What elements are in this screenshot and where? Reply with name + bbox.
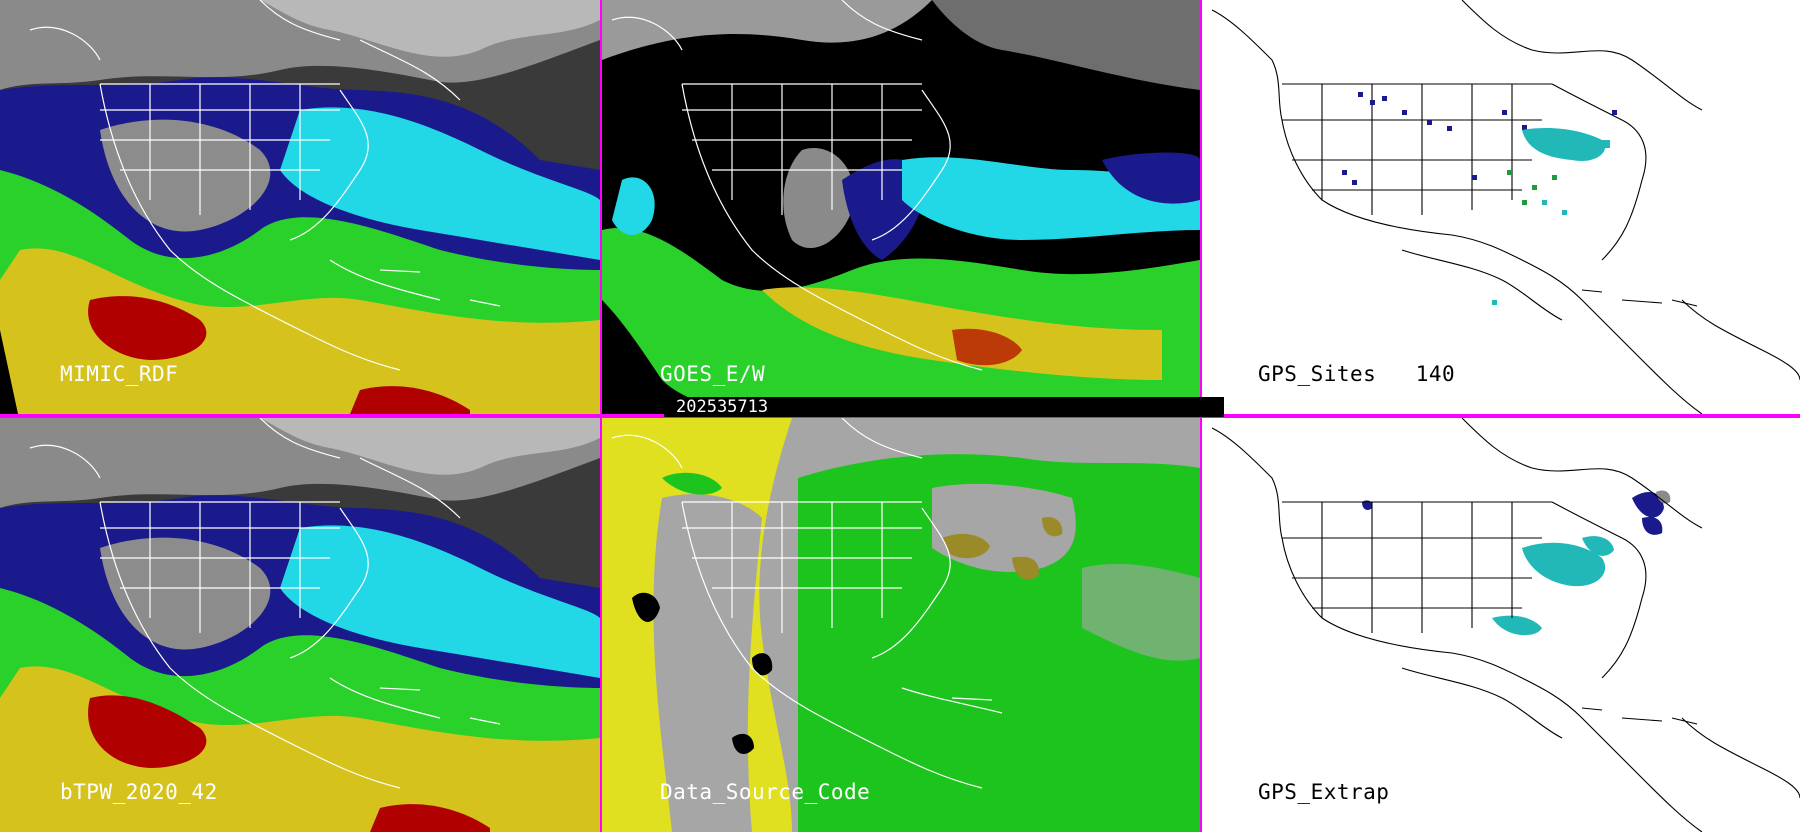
gps-sites-panel — [1202, 0, 1800, 414]
goes-ew-label: GOES_E/W — [660, 362, 766, 386]
mimic-rdf-panel — [0, 0, 600, 414]
goes-ew-map — [602, 0, 1200, 414]
btpw-label: bTPW_2020_42 — [60, 780, 218, 804]
btpw-map — [0, 418, 600, 832]
data-source-panel — [602, 418, 1200, 832]
gps-extrap-panel — [1202, 418, 1800, 832]
data-source-label: Data_Source_Code — [660, 780, 871, 804]
gps-sites-count: 140 — [1415, 362, 1456, 386]
timestamp-bar: 202535713 — [664, 397, 1224, 417]
btpw-panel — [0, 418, 600, 832]
mimic-rdf-map — [0, 0, 600, 414]
vertical-separator-left — [600, 0, 602, 832]
gps-sites-map — [1202, 0, 1800, 414]
gps-sites-title: GPS_Sites — [1258, 362, 1377, 386]
data-source-map — [602, 418, 1200, 832]
gps-extrap-map — [1202, 418, 1800, 832]
gps-extrap-label: GPS_Extrap — [1258, 780, 1390, 804]
gps-sites-label: GPS_Sites 140 — [1258, 362, 1455, 386]
goes-ew-panel — [602, 0, 1200, 414]
mimic-rdf-label: MIMIC_RDF — [60, 362, 179, 386]
